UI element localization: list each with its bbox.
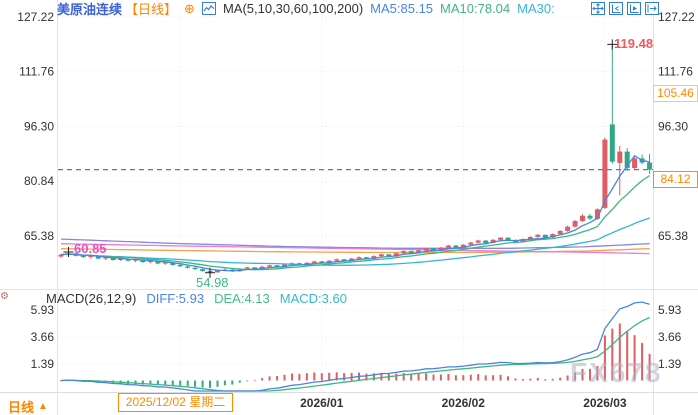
last-price-tag: 84.12	[653, 171, 698, 188]
early-high-label: 60.85	[74, 241, 107, 256]
add-indicator-icon[interactable]: ⊕	[184, 1, 195, 16]
chevron-up-icon: ▲	[38, 401, 48, 412]
svg-text:5.93: 5.93	[658, 303, 682, 317]
svg-text:65.38: 65.38	[24, 229, 54, 243]
macd-diff-value: DIFF:5.93	[146, 291, 205, 306]
period-selector-label: 日线	[8, 400, 35, 415]
macd-header: MACD(26,12,9) DIFF:5.93 DEA:4.13 MACD:3.…	[46, 291, 347, 306]
svg-text:3.66: 3.66	[658, 330, 682, 344]
svg-text:1.39: 1.39	[658, 357, 682, 371]
ma5-value: MA5:85.15	[370, 1, 434, 16]
compress-axis-icon[interactable]	[609, 2, 623, 15]
svg-text:3.66: 3.66	[31, 330, 55, 344]
svg-text:127.22: 127.22	[17, 10, 54, 24]
peak-high-label: 119.48	[614, 36, 654, 51]
svg-text:2026/03: 2026/03	[583, 396, 627, 410]
svg-text:80.84: 80.84	[24, 174, 54, 188]
crosshair-date-label: 2025/12/02 星期二	[118, 393, 233, 412]
period-selector[interactable]: 日线 ▲	[8, 397, 48, 415]
svg-text:1.39: 1.39	[31, 357, 55, 371]
macd-dea-value: DEA:4.13	[214, 291, 270, 306]
svg-text:111.76: 111.76	[658, 65, 693, 79]
kline-icon	[201, 2, 216, 15]
instrument-title: 美原油连续	[57, 2, 123, 17]
chart-toolbar	[591, 2, 659, 15]
svg-text:2026/02: 2026/02	[442, 396, 486, 410]
chart-header: 美原油连续 【日线】 ⊕ MA(5,10,30,60,100,200) MA5:8…	[57, 1, 555, 17]
watermark: FX678	[570, 357, 663, 388]
shift-right-icon[interactable]	[645, 2, 659, 15]
svg-text:127.22: 127.22	[658, 10, 695, 24]
crosshair-icon[interactable]	[591, 2, 605, 15]
ma30-value: MA30:	[517, 1, 555, 16]
indicator-settings-icon[interactable]: ⚙	[0, 291, 9, 302]
svg-text:2026/01: 2026/01	[300, 396, 344, 410]
macd-hist-value: MACD:3.60	[279, 291, 347, 306]
svg-text:96.30: 96.30	[658, 120, 688, 134]
play-axis-icon[interactable]	[627, 2, 641, 15]
macd-params-label: MACD(26,12,9)	[46, 291, 137, 306]
svg-text:96.30: 96.30	[24, 120, 54, 134]
range-low-label: 54.98	[196, 275, 229, 290]
svg-text:5.93: 5.93	[31, 303, 55, 317]
ma-group-label: MA(5,10,30,60,100,200)	[222, 1, 364, 16]
period-label: 【日线】	[125, 2, 178, 17]
ma10-value: MA10:78.04	[440, 1, 511, 16]
svg-text:111.76: 111.76	[19, 65, 54, 79]
session-level-tag: 105.46	[653, 85, 698, 102]
svg-text:65.38: 65.38	[658, 229, 688, 243]
